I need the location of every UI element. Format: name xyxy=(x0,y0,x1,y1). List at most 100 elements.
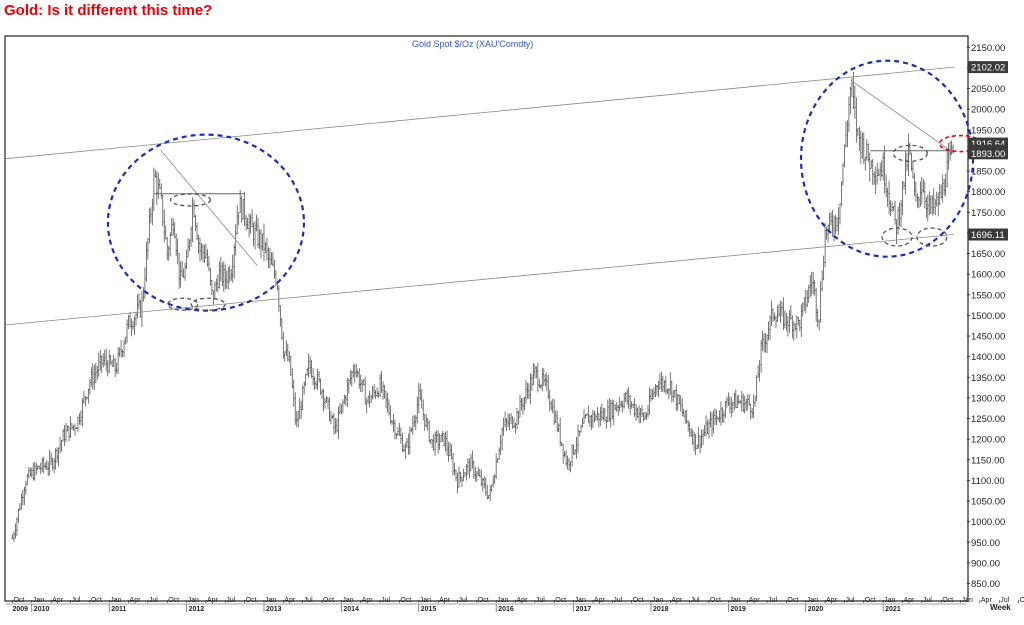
y-tick-label: 1800.00 xyxy=(971,187,1005,198)
x-month-label: Jan xyxy=(884,597,895,604)
chart-title: Gold Spot $/Oz (XAU'Comdty) xyxy=(412,39,533,49)
price-label-box xyxy=(968,228,1008,241)
x-month-label: Oct xyxy=(942,597,953,604)
y-tick-label: 900.00 xyxy=(971,558,1000,569)
x-month-label: Jul xyxy=(923,597,932,604)
x-unit-label: Week xyxy=(990,603,1011,612)
x-month-label: Oct xyxy=(400,597,411,604)
x-month-label: Apr xyxy=(671,597,683,604)
price-label-box xyxy=(968,61,1008,74)
y-tick-label: 1050.00 xyxy=(971,497,1005,508)
y-tick-label: 2050.00 xyxy=(971,84,1005,95)
top-ellipse-2012 xyxy=(169,193,212,207)
x-month-label: Jul xyxy=(691,597,700,604)
x-year-label: 2021 xyxy=(885,606,901,613)
x-month-label: Apr xyxy=(981,597,993,604)
price-label: 2102.02 xyxy=(971,63,1005,74)
y-tick-label: 1100.00 xyxy=(971,476,1005,487)
x-month-label: Jul xyxy=(613,597,622,604)
x-month-label: Jul xyxy=(845,597,854,604)
x-month-label: Oct xyxy=(710,597,721,604)
x-month-label: Apr xyxy=(439,597,451,604)
x-year-label: 2013 xyxy=(266,606,282,613)
top-ellipse-2021 xyxy=(892,144,928,162)
descending-resistance-2011 xyxy=(160,150,258,267)
x-year-label: 2017 xyxy=(576,606,592,613)
x-month-label: Jan xyxy=(420,597,431,604)
x-month-label: Jan xyxy=(652,597,663,604)
y-tick-label: 1150.00 xyxy=(971,455,1005,466)
x-month-label: Jul xyxy=(226,597,235,604)
y-tick-label: 1350.00 xyxy=(971,373,1005,384)
x-month-label: Oct xyxy=(787,597,798,604)
x-month-label: Jul xyxy=(71,597,80,604)
x-year-label: 2012 xyxy=(189,606,205,613)
x-month-label: Jul xyxy=(768,597,777,604)
x-month-label: Jan xyxy=(110,597,121,604)
x-year-label: 2009 xyxy=(12,606,28,613)
y-tick-label: 1450.00 xyxy=(971,332,1005,343)
x-month-label: Jul xyxy=(381,597,390,604)
x-month-label: Jul xyxy=(536,597,545,604)
x-month-label: Apr xyxy=(362,597,374,604)
price-label: 1696.11 xyxy=(971,230,1005,241)
x-month-label: Jan xyxy=(575,597,586,604)
bottom-ellipse-2011 xyxy=(167,297,199,311)
x-month-label: Jan xyxy=(807,597,818,604)
x-year-label: 2020 xyxy=(808,606,824,613)
y-tick-label: 1300.00 xyxy=(971,393,1005,404)
price-label: 1893.00 xyxy=(971,149,1005,160)
y-tick-label: 1400.00 xyxy=(971,352,1005,363)
y-tick-label: 1650.00 xyxy=(971,249,1005,260)
page-title: Gold: Is it different this time? xyxy=(4,2,213,19)
x-month-label: Oct xyxy=(478,597,489,604)
x-month-label: Jul xyxy=(304,597,313,604)
price-label-box xyxy=(968,147,1008,160)
x-month-label: Jan xyxy=(265,597,276,604)
y-tick-label: 950.00 xyxy=(971,538,1000,549)
x-month-label: Oct xyxy=(555,597,566,604)
y-tick-label: 1200.00 xyxy=(971,435,1005,446)
x-month-label: Apr xyxy=(517,597,529,604)
x-month-label: Apr xyxy=(207,597,219,604)
upper-channel-line xyxy=(5,66,955,160)
plot-frame xyxy=(4,35,969,602)
x-year-label: 2011 xyxy=(111,606,126,613)
x-month-label: Apr xyxy=(826,597,838,604)
descending-resistance-2020 xyxy=(850,79,955,154)
y-tick-label: 2000.00 xyxy=(971,105,1005,116)
x-month-label: Oct xyxy=(13,597,24,604)
x-month-label: Oct xyxy=(168,597,179,604)
y-tick-label: 1750.00 xyxy=(971,208,1005,219)
x-month-label: Apr xyxy=(52,597,64,604)
x-year-label: 2010 xyxy=(34,606,50,613)
x-month-label: Apr xyxy=(904,597,916,604)
x-month-label: Jan xyxy=(497,597,508,604)
y-tick-label: 1550.00 xyxy=(971,290,1005,301)
x-month-label: Jan xyxy=(33,597,44,604)
x-month-label: Jul xyxy=(149,597,158,604)
x-month-label: Oct xyxy=(633,597,644,604)
bottom-ellipse-2021-mar xyxy=(881,227,913,247)
x-month-label: Jul xyxy=(458,597,467,604)
y-tick-label: 850.00 xyxy=(971,579,1000,590)
y-tick-label: 1950.00 xyxy=(971,125,1005,136)
x-year-label: 2014 xyxy=(343,606,359,613)
x-year-label: 2015 xyxy=(421,606,437,613)
x-month-label: Oct xyxy=(323,597,334,604)
x-month-label: Jan xyxy=(962,597,973,604)
x-month-label: Apr xyxy=(594,597,606,604)
x-month-label: Oct xyxy=(865,597,876,604)
bottom-ellipse-2012 xyxy=(190,297,226,311)
x-month-label: Jan xyxy=(188,597,199,604)
x-month-label: Jul xyxy=(1000,597,1009,604)
y-tick-label: 2150.00 xyxy=(971,43,1005,54)
x-month-label: Oct xyxy=(246,597,257,604)
bottom-ellipse-2021-aug xyxy=(916,227,948,247)
x-month-label: Apr xyxy=(749,597,761,604)
x-month-label: Apr xyxy=(130,597,142,604)
y-tick-label: 1600.00 xyxy=(971,270,1005,281)
lower-channel-line xyxy=(5,234,955,326)
x-month-label: Apr xyxy=(284,597,296,604)
